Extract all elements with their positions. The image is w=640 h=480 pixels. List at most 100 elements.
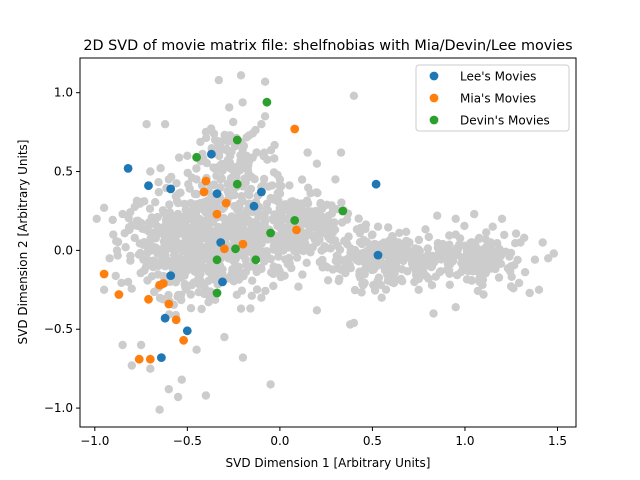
background-point: [292, 253, 302, 262]
background-point: [165, 200, 174, 209]
background-point: [257, 293, 266, 302]
background-point: [494, 273, 504, 282]
background-point: [178, 247, 188, 256]
background-point: [447, 247, 457, 257]
background-point: [257, 120, 266, 129]
x-tick-label: −1.0: [80, 434, 109, 448]
background-point: [298, 270, 307, 279]
background-point: [136, 268, 145, 278]
background-point: [146, 240, 155, 249]
background-point: [509, 284, 518, 293]
mia-movie-point: [212, 209, 222, 219]
background-point: [549, 249, 558, 258]
background-point: [182, 285, 191, 294]
lee-movie-point: [144, 181, 153, 191]
background-point: [360, 256, 369, 265]
background-point: [240, 252, 249, 261]
background-point: [175, 226, 184, 235]
background-point: [269, 168, 279, 177]
background-point: [331, 256, 340, 266]
background-point: [167, 172, 176, 182]
background-point: [188, 260, 197, 270]
background-point: [343, 240, 352, 249]
background-point: [161, 251, 170, 260]
background-point: [172, 179, 181, 188]
background-point: [497, 248, 506, 257]
background-point: [474, 235, 483, 244]
x-tick-label: 1.5: [548, 434, 567, 448]
background-point: [194, 288, 203, 297]
background-point: [137, 197, 147, 207]
background-point: [332, 241, 341, 250]
background-point: [382, 262, 391, 271]
devin-movie-point: [338, 206, 348, 216]
background-point: [143, 276, 152, 285]
x-tick-label: 1.0: [455, 434, 474, 448]
background-point: [507, 272, 516, 281]
background-point: [177, 375, 186, 384]
background-point: [256, 210, 265, 219]
background-point: [151, 198, 160, 207]
background-point: [218, 166, 227, 175]
background-point: [160, 120, 170, 129]
background-point: [130, 233, 139, 243]
background-point: [150, 219, 160, 229]
legend-marker-lee: [429, 71, 439, 81]
background-point: [350, 245, 360, 255]
background-point: [367, 231, 377, 240]
background-point: [312, 238, 321, 247]
background-point: [210, 164, 220, 173]
background-point: [421, 225, 430, 234]
mia-movie-point: [158, 279, 168, 288]
y-tick-label: −1.0: [44, 401, 73, 415]
devin-movie-point: [192, 152, 202, 162]
background-point: [251, 263, 260, 272]
background-point: [204, 246, 213, 256]
background-point: [252, 223, 261, 232]
background-point: [303, 148, 312, 157]
background-point: [211, 295, 220, 304]
background-point: [202, 133, 211, 143]
background-point: [429, 309, 438, 318]
background-point: [411, 270, 421, 280]
mia-movie-point: [292, 225, 301, 235]
background-point: [438, 251, 447, 261]
background-point: [302, 258, 311, 267]
background-point: [414, 285, 423, 294]
background-point: [180, 271, 189, 280]
x-axis-label: SVD Dimension 1 [Arbitrary Units]: [226, 456, 431, 470]
background-point: [220, 130, 229, 140]
series-points: [99, 97, 383, 364]
background-point: [162, 229, 171, 238]
background-point: [474, 253, 484, 263]
background-point: [258, 181, 268, 190]
background-point: [252, 148, 261, 157]
lee-movie-point: [249, 201, 259, 211]
background-point: [320, 229, 329, 238]
background-point: [445, 280, 454, 289]
background-point: [289, 237, 298, 246]
background-point: [482, 228, 491, 237]
background-point: [182, 255, 191, 265]
background-point: [113, 237, 123, 247]
mia-movie-point: [144, 294, 153, 304]
background-point: [194, 271, 203, 280]
background-point: [206, 203, 215, 212]
background-point: [478, 275, 488, 284]
background-point: [154, 178, 163, 187]
background-point: [455, 234, 465, 243]
background-point: [538, 238, 547, 247]
background-point: [164, 385, 173, 394]
background-point: [111, 271, 120, 281]
background-point: [190, 236, 199, 245]
background-point: [355, 238, 365, 247]
devin-movie-point: [262, 97, 272, 107]
background-point: [396, 252, 405, 261]
background-point: [266, 254, 275, 264]
background-point: [486, 258, 495, 267]
background-point: [433, 211, 442, 220]
background-point: [423, 244, 432, 253]
mia-movie-point: [99, 269, 109, 279]
lee-movie-point: [166, 184, 176, 194]
mia-movie-point: [199, 187, 209, 197]
